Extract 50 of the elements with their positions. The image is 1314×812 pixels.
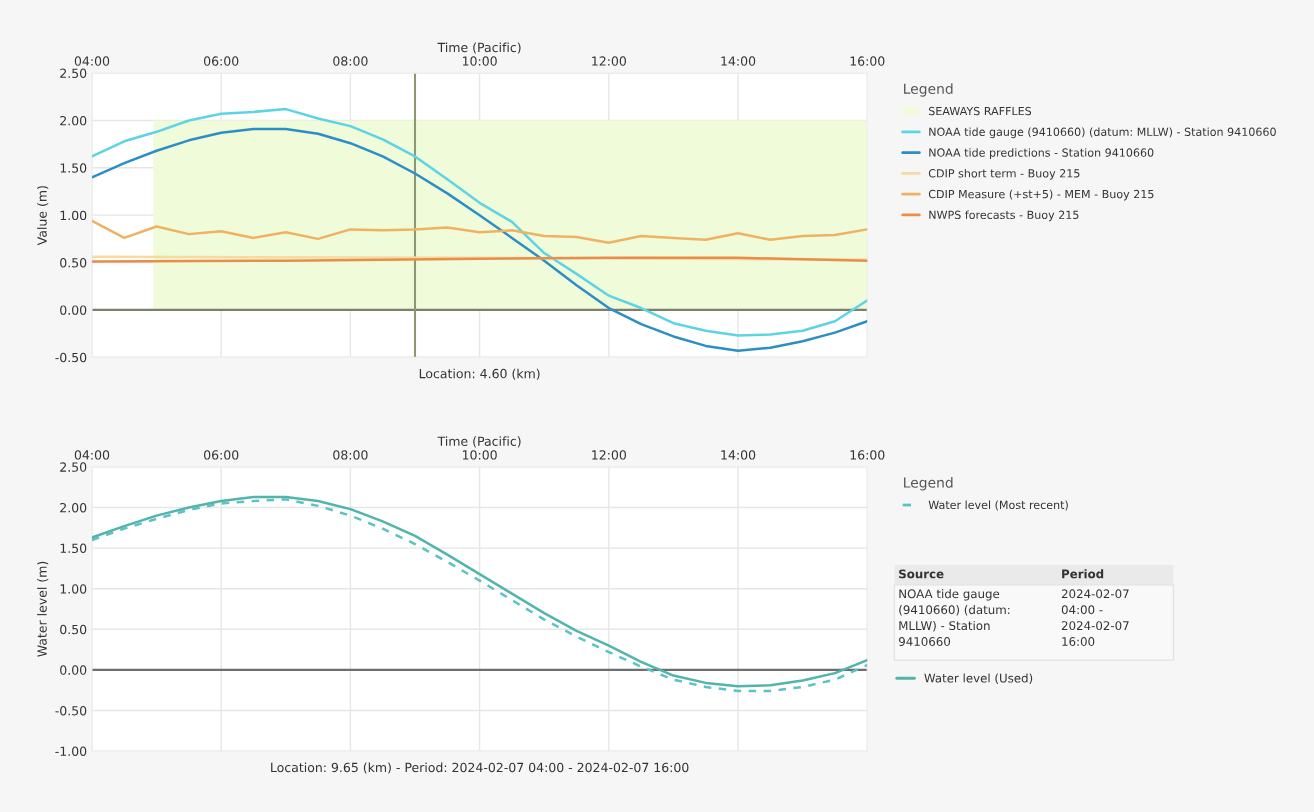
x-tick-label: 06:00 (204, 450, 239, 460)
text: 2024-02-07 04:00 - 2024-02-07 16:00 (1061, 589, 1129, 646)
legend-title: Legend (904, 477, 953, 491)
legend-label: CDIP Measure (+st+5) - MEM - Buoy 215 (928, 189, 1154, 201)
legend-label: NWPS forecasts - Buoy 215 (929, 210, 1079, 222)
y-axis-title: Water level (m) (37, 561, 49, 657)
text: Location: 9.65 (km) - Period: 2024-02-07 04:00 - 2024-02-07 16:00 (271, 762, 689, 774)
x-tick-label: 16:00 (850, 56, 885, 66)
legend-label: CDIP short term - Buoy 215 (928, 168, 1080, 180)
y-tick-label: 2.00 (60, 115, 87, 126)
x-axis-title: Time (Pacific) (437, 42, 521, 54)
y-tick-label: 1.00 (60, 210, 87, 221)
y-tick-label: 0.00 (60, 665, 87, 675)
y-tick-label: -0.50 (55, 705, 87, 716)
x-tick-label: 08:00 (333, 450, 368, 460)
legend-label: SEAWAYS RAFFLES (928, 106, 1032, 116)
y-tick-label: 0.00 (60, 305, 87, 315)
x-axis-title: Time (Pacific) (437, 436, 521, 448)
x-tick-label: 08:00 (333, 56, 368, 66)
x-tick-label: 12:00 (592, 450, 626, 460)
y-axis-title: Value (m) (37, 186, 49, 246)
x-tick-label: 10:00 (462, 56, 497, 66)
text: Source (899, 569, 944, 579)
y-tick-label: -1.00 (55, 746, 87, 757)
y-tick-label: 2.50 (60, 68, 87, 79)
legend-label: Water level (Most recent) (928, 500, 1068, 511)
legend-label: Water level (Used) (924, 673, 1033, 684)
y-tick-label: 2.00 (60, 502, 87, 513)
y-tick-label: 1.50 (60, 163, 87, 173)
legend-title: Legend (904, 83, 953, 97)
x-tick-label: 12:00 (592, 56, 626, 66)
x-tick-label: 16:00 (850, 450, 885, 460)
x-tick-label: 04:00 (74, 450, 110, 460)
legend-label: NOAA tide predictions - Station 9410660 (929, 148, 1154, 159)
y-tick-label: 1.50 (60, 543, 87, 554)
x-tick-label: 04:00 (74, 56, 110, 66)
y-tick-label: 2.50 (60, 462, 87, 472)
text: Location: 4.60 (km) (419, 368, 540, 380)
y-tick-label: 0.50 (60, 258, 87, 268)
legend-label: NOAA tide gauge (9410660) (datum: MLLW) - Station 9410660 (929, 127, 1276, 139)
y-tick-label: 0.50 (60, 624, 87, 635)
x-tick-label: 14:00 (721, 56, 756, 66)
x-tick-label: 06:00 (204, 56, 239, 66)
y-tick-label: 1.00 (60, 584, 87, 594)
line-series (91, 219, 868, 244)
text: Period (1062, 569, 1104, 579)
x-tick-label: 14:00 (721, 450, 756, 460)
text: NOAA tide gauge (9410660) (datum: MLLW) - Station 9410660 (898, 589, 1010, 646)
y-tick-label: -0.50 (55, 352, 87, 363)
x-tick-label: 10:00 (462, 450, 497, 460)
